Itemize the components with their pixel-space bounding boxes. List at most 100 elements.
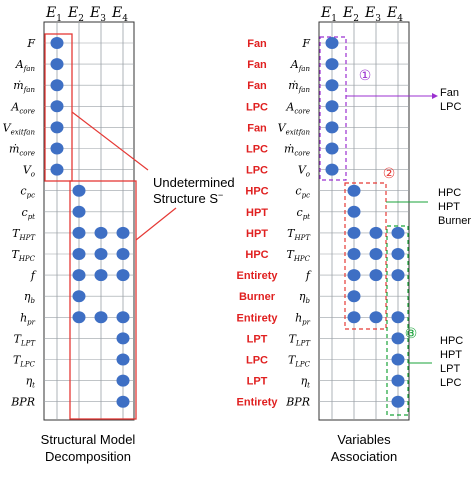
- left-column-header-2: E2: [67, 5, 84, 24]
- right-variable-label: TLPC: [288, 354, 311, 369]
- right-variable-label: ṁfan: [288, 79, 310, 94]
- left-column-header-3: E3: [89, 5, 106, 24]
- left-caption-line2: Decomposition: [45, 449, 131, 464]
- right-column-header-3: E3: [364, 5, 381, 24]
- association-label: HPT: [246, 207, 268, 219]
- left-incidence-dot: [72, 311, 86, 324]
- left-variable-label: F: [26, 37, 35, 50]
- annotation-pointer-upper: [71, 111, 149, 171]
- group3-line1: HPC: [440, 335, 463, 347]
- left-incidence-dot: [116, 353, 130, 366]
- right-variable-label: THPC: [286, 248, 310, 263]
- left-incidence-dot: [116, 226, 130, 239]
- association-label: Entirety: [237, 397, 279, 409]
- left-incidence-dot: [116, 269, 130, 282]
- right-variable-label: cpc: [295, 185, 310, 200]
- left-incidence-dot: [50, 163, 64, 176]
- right-panel: E1 E2 E3 E4 F Afan ṁfan Acore Vexitfan ṁcore Vo cp…: [237, 5, 472, 464]
- annotation-text-line2: Structure S−: [153, 190, 223, 206]
- association-label: Fan: [247, 80, 267, 92]
- group2-number: ②: [383, 166, 396, 182]
- group1-dashed-box: [319, 36, 347, 181]
- group1-number: ①: [359, 68, 372, 84]
- left-incidence-dot: [94, 311, 108, 324]
- right-incidence-dot: [391, 332, 405, 345]
- left-variable-label: hpr: [20, 311, 36, 326]
- association-label: HPT: [246, 228, 268, 240]
- left-variable-label: cpc: [20, 185, 35, 200]
- association-label: Fan: [247, 59, 267, 71]
- left-variable-label: ṁcore: [9, 143, 35, 158]
- right-incidence-dot: [347, 184, 361, 197]
- right-variable-label: F: [301, 37, 310, 50]
- left-variable-label: ηt: [26, 375, 36, 390]
- association-label: LPC: [246, 165, 268, 177]
- left-variable-label: cpt: [22, 206, 36, 221]
- right-variable-label: ṁcore: [284, 143, 310, 158]
- annotation-pointer-lower: [135, 207, 177, 241]
- right-variable-label: TLPT: [289, 332, 312, 347]
- left-variable-label: TLPC: [13, 354, 36, 369]
- left-variable-label: THPT: [12, 227, 36, 242]
- left-incidence-dot: [94, 226, 108, 239]
- left-incidence-dot: [50, 142, 64, 155]
- left-variable-label: ηb: [24, 290, 36, 305]
- group3-line2: HPT: [440, 349, 462, 361]
- left-incidence-dot: [116, 332, 130, 345]
- association-label: HPC: [245, 249, 268, 261]
- group2-dashed-box: [344, 182, 387, 330]
- right-caption-line2: Association: [331, 449, 397, 464]
- left-incidence-dot: [50, 100, 64, 113]
- left-incidence-dot: [116, 311, 130, 324]
- left-variable-label: Vexitfan: [3, 121, 36, 136]
- right-incidence-dot: [369, 248, 383, 260]
- right-incidence-dot: [347, 290, 361, 303]
- right-variable-label: Vexitfan: [278, 121, 311, 136]
- right-column-header-2: E2: [342, 5, 359, 24]
- left-incidence-dot: [50, 37, 64, 49]
- right-incidence-dot: [347, 226, 361, 239]
- association-label: Burner: [239, 291, 276, 303]
- right-panel-border: [318, 21, 410, 421]
- association-label: LPT: [247, 376, 268, 388]
- right-variable-label: THPT: [287, 227, 311, 242]
- group3-line3: LPT: [440, 363, 460, 375]
- left-red-box-core-block: [69, 180, 137, 420]
- left-incidence-dot: [94, 269, 108, 282]
- left-incidence-dot: [116, 248, 130, 260]
- right-incidence-dot: [325, 142, 339, 155]
- left-variable-label: Vo: [23, 164, 35, 179]
- left-red-box-fan-block: [44, 33, 73, 182]
- right-incidence-dot: [347, 311, 361, 324]
- association-label: LPC: [246, 355, 268, 367]
- group2-line3: Burner: [438, 215, 471, 227]
- group1-line2: LPC: [440, 101, 461, 113]
- association-label: HPC: [245, 186, 268, 198]
- group1-callout-arrowhead: [432, 93, 438, 99]
- right-incidence-dot: [391, 395, 405, 408]
- right-variable-label: ηt: [301, 375, 311, 390]
- association-label: LPT: [247, 333, 268, 345]
- left-panel: E1 E2 E3 E4 F Afan ṁfan Acore Vexitfan ṁcore Vo cp…: [3, 5, 235, 464]
- group3-line4: LPC: [440, 377, 461, 389]
- left-incidence-dot: [72, 290, 86, 303]
- left-incidence-dot: [72, 226, 86, 239]
- right-incidence-dot: [391, 311, 405, 324]
- left-incidence-dot: [94, 248, 108, 260]
- left-column-header-4: E4: [111, 5, 128, 24]
- right-incidence-dot: [325, 58, 339, 71]
- left-variable-label: TLPT: [14, 332, 37, 347]
- right-incidence-dot: [369, 226, 383, 239]
- left-panel-border: [43, 21, 135, 421]
- left-incidence-dot: [116, 374, 130, 387]
- left-incidence-dot: [50, 121, 64, 134]
- left-variable-label: Afan: [15, 58, 36, 73]
- left-variable-label: Acore: [10, 100, 35, 115]
- association-label: LPC: [246, 101, 268, 113]
- left-caption-line1: Structural Model: [41, 432, 136, 447]
- right-incidence-dot: [347, 205, 361, 218]
- right-variable-label: cpt: [297, 206, 311, 221]
- right-incidence-dot: [325, 100, 339, 113]
- left-incidence-dot: [116, 395, 130, 408]
